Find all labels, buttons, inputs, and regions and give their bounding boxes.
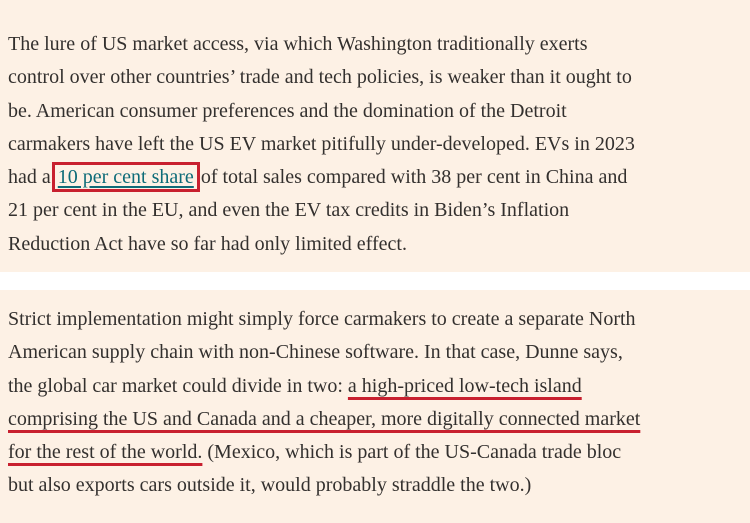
- highlighted-text: a high-priced low-tech island: [347, 374, 582, 397]
- text-line: control over other countries’ trade and …: [8, 66, 632, 89]
- text-line: comprising the US and Canada and a cheap…: [8, 403, 750, 436]
- paragraph: The lure of US market access, via which …: [0, 0, 750, 272]
- text-line: American supply chain with non-Chinese s…: [8, 341, 623, 364]
- link[interactable]: 10 per cent share: [51, 162, 200, 193]
- text-line: Strict implementation might simply force…: [8, 308, 636, 330]
- text-line: had a 10 per cent share of total sales c…: [8, 161, 750, 194]
- text-line: for the rest of the world. (Mexico, whic…: [8, 436, 750, 469]
- text: of total sales compared with 38 per cent…: [195, 166, 628, 189]
- paragraph: Strict implementation might simply force…: [0, 290, 750, 523]
- highlighted-text: for the rest of the world.: [8, 441, 203, 464]
- highlighted-text: comprising the US and Canada and a cheap…: [8, 407, 641, 430]
- text: (Mexico, which is part of the US-Canada …: [202, 441, 622, 464]
- text-line: the global car market could divide in tw…: [8, 370, 750, 403]
- text-line: be. American consumer preferences and th…: [8, 99, 567, 122]
- text-line: The lure of US market access, via which …: [8, 33, 588, 55]
- text-line: 21 per cent in the EU, and even the EV t…: [8, 199, 570, 222]
- text-line: but also exports cars outside it, would …: [8, 474, 532, 497]
- text-line: carmakers have left the US EV market pit…: [8, 132, 635, 155]
- text-line: Reduction Act have so far had only limit…: [8, 232, 407, 255]
- text: had a: [8, 166, 56, 189]
- text: the global car market could divide in tw…: [8, 374, 348, 397]
